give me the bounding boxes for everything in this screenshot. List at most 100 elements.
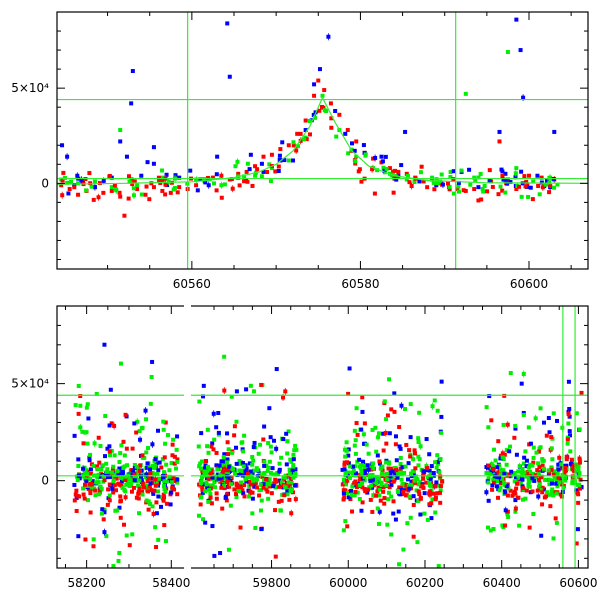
bottom-point-1339 [491, 447, 496, 452]
bottom-point-1308 [416, 489, 421, 494]
bottom-point-857 [250, 490, 255, 495]
bottom-point-1223 [363, 489, 368, 494]
bottom-point-486 [228, 503, 233, 508]
bottom-point-463 [212, 480, 217, 485]
top-cloud-point-141 [524, 179, 529, 184]
bottom-point-238 [172, 487, 177, 492]
top-cloud-point-169 [302, 137, 307, 142]
top-cloud-point-75 [267, 162, 272, 167]
bottom-point-1180 [391, 511, 396, 516]
bottom-point-696 [224, 460, 229, 465]
bottom-point-1110 [434, 465, 439, 470]
bottom-point-8 [149, 488, 154, 493]
bottom-point-1603 [565, 437, 570, 442]
bottom-point-767 [259, 382, 264, 387]
top-point-blue-9 [139, 173, 144, 178]
top-cloud-point-54 [448, 170, 453, 175]
top-cloud-point-217 [490, 184, 495, 189]
bottom-point-638 [200, 490, 205, 495]
bottom-point-1659 [574, 465, 579, 470]
bottom-panel-tick-labels: 58200 58400 59800 60000 60200 60400 60600 0 5×10… [11, 377, 597, 590]
top-cloud-point-220 [88, 181, 93, 186]
bottom-point-1662 [546, 468, 551, 473]
bottom-point-138 [87, 458, 92, 463]
bottom-point-392 [116, 471, 121, 476]
bottom-point-1082 [398, 446, 403, 451]
bottom-point-1400 [496, 495, 501, 500]
bottom-point-1342 [521, 461, 526, 466]
bottom-point-295 [107, 493, 112, 498]
bottom-point-892 [400, 492, 405, 497]
bottom-point-808 [242, 483, 247, 488]
bottom-point-811 [265, 481, 270, 486]
bottom-point-734 [234, 461, 239, 466]
bottom-point-481 [225, 440, 230, 445]
bottom-point-551 [197, 399, 202, 404]
bottom-point-1264 [408, 402, 413, 407]
bottom-point-304 [134, 464, 139, 469]
bottom-point-1175 [425, 517, 430, 522]
bottom-point-1615 [567, 429, 572, 434]
bottom-point-151 [76, 383, 81, 388]
bottom-point-162 [123, 495, 128, 500]
bottom-point-1254 [342, 462, 347, 467]
bottom-point-384 [116, 481, 121, 486]
bottom-point-1418 [540, 502, 545, 507]
top-xtick-label-60580: 60580 [341, 277, 379, 291]
bottom-point-1609 [527, 484, 532, 489]
bottom-point-1261 [341, 491, 346, 496]
top-cloud-point-51 [214, 188, 219, 193]
top-point-blue-20 [261, 169, 266, 174]
bottom-point-1005 [354, 421, 359, 426]
bottom-point-1218 [351, 493, 356, 498]
top-cloud-point-18 [551, 185, 556, 190]
top-point-red-39 [371, 156, 376, 161]
bottom-point-90 [162, 487, 167, 492]
bottom-point-669 [294, 447, 299, 452]
bottom-point-655 [256, 451, 261, 456]
bottom-point-327 [157, 460, 162, 465]
bottom-point-1663 [549, 435, 554, 440]
bottom-point-984 [346, 391, 351, 396]
top-point-blue-5 [118, 139, 123, 144]
bottom-point-1635 [495, 479, 500, 484]
top-cloud-point-95 [407, 180, 412, 185]
top-cloud-point-36 [61, 170, 66, 175]
top-cloud-point-108 [242, 174, 247, 179]
bottom-point-433 [154, 500, 159, 505]
bottom-point-1094 [429, 516, 434, 521]
bottom-point-1114 [429, 464, 434, 469]
bottom-point-522 [234, 419, 239, 424]
bottom-point-540 [293, 467, 298, 472]
top-point-red-26 [269, 152, 274, 157]
top-point-red-11 [143, 192, 148, 197]
bottom-point-280 [140, 455, 145, 460]
bottom-point-534 [277, 478, 282, 483]
bottom-point-44 [175, 480, 180, 485]
top-cloud-point-60 [273, 169, 278, 174]
bottom-point-791 [287, 471, 292, 476]
bottom-point-911 [355, 490, 360, 495]
bottom-point-73 [125, 463, 130, 468]
bottom-point-1657 [523, 449, 528, 454]
bottom-point-642 [201, 482, 206, 487]
bottom-point-1600 [570, 478, 575, 483]
top-panel-ticks [57, 12, 588, 269]
bottom-point-1517 [513, 424, 518, 429]
bottom-point-1404 [506, 515, 511, 520]
bottom-point-951 [407, 448, 412, 453]
bottom-point-1263 [370, 477, 375, 482]
bottom-point-863 [204, 480, 209, 485]
top-cloud-point-41 [280, 140, 285, 145]
bottom-point-282 [123, 478, 128, 483]
bottom-point-1563 [509, 469, 514, 474]
bottom-point-1608 [526, 482, 531, 487]
bottom-xtick-label-58400: 58400 [152, 576, 190, 590]
bottom-point-1084 [416, 482, 421, 487]
bottom-point-3 [78, 394, 83, 399]
bottom-point-1327 [533, 416, 538, 421]
bottom-point-1249 [347, 476, 352, 481]
bottom-point-745 [258, 508, 263, 513]
top-cloud-point-146 [445, 181, 450, 186]
top-point-red-42 [396, 169, 401, 174]
